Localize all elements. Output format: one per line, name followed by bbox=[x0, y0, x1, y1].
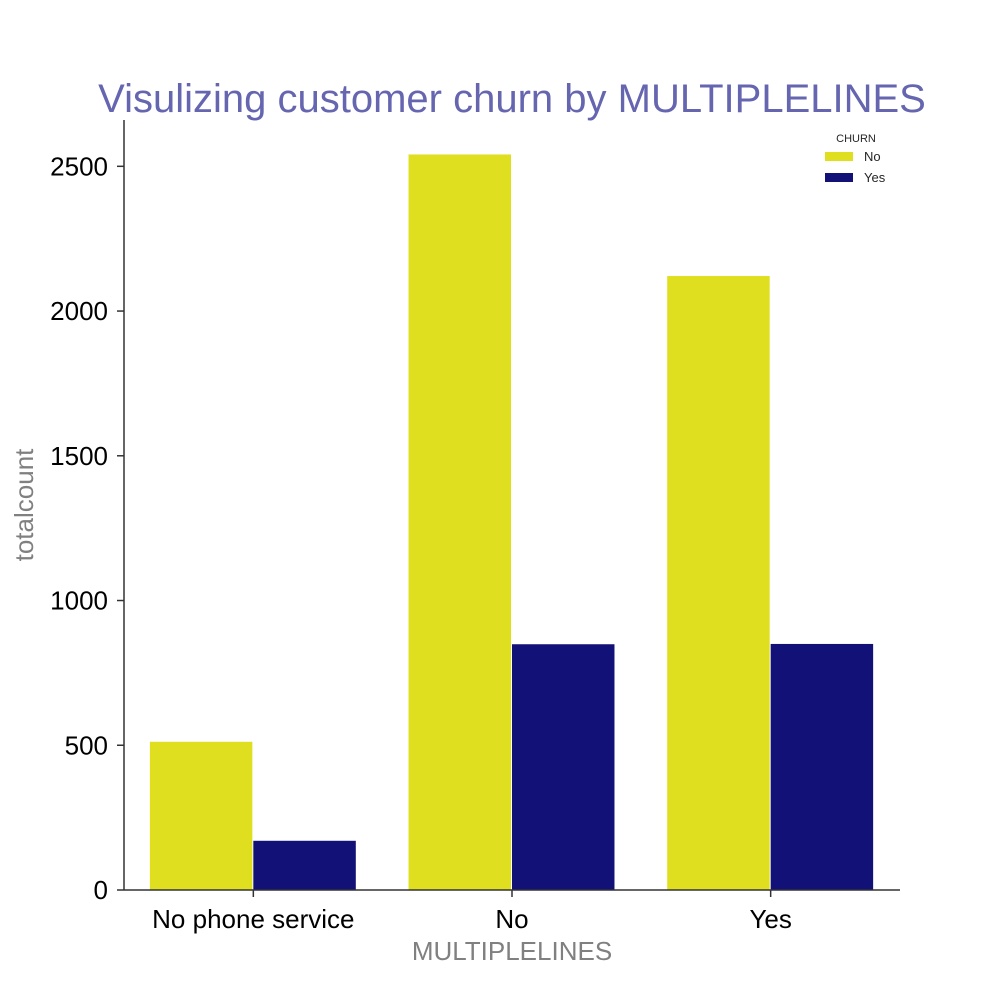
y-tick-label: 1000 bbox=[50, 586, 108, 616]
bar-no-phone-service-churn-yes[interactable] bbox=[253, 840, 356, 890]
bar-no-churn-no[interactable] bbox=[408, 154, 511, 890]
x-ticks-group: No phone service No Yes bbox=[152, 890, 792, 934]
y-tick-label: 1500 bbox=[50, 441, 108, 471]
x-axis-label: MULTIPLELINES bbox=[412, 936, 612, 966]
y-axis-label: totalcount bbox=[9, 448, 39, 562]
y-ticks-group: 0 500 1000 1500 2000 2500 bbox=[50, 151, 124, 905]
legend-items: No Yes bbox=[825, 149, 886, 185]
legend-label-yes: Yes bbox=[864, 170, 886, 185]
x-tick-label: No bbox=[495, 904, 528, 934]
legend[interactable]: CHURN No Yes bbox=[825, 133, 886, 185]
y-tick-label: 2000 bbox=[50, 296, 108, 326]
x-tick-label: No phone service bbox=[152, 904, 354, 934]
legend-label-no: No bbox=[864, 149, 881, 164]
bar-yes-churn-yes[interactable] bbox=[770, 643, 874, 890]
x-tick-label: Yes bbox=[749, 904, 791, 934]
y-tick-label: 2500 bbox=[50, 151, 108, 181]
bar-no-phone-service-churn-no[interactable] bbox=[149, 741, 253, 890]
chart-title: Visulizing customer churn by MULTIPLELIN… bbox=[98, 77, 926, 121]
legend-title: CHURN bbox=[836, 133, 876, 145]
bar-yes-churn-no[interactable] bbox=[667, 276, 770, 890]
legend-swatch-no bbox=[825, 152, 853, 161]
legend-swatch-yes bbox=[825, 173, 853, 182]
y-tick-label: 0 bbox=[94, 875, 108, 905]
bars-group bbox=[149, 154, 874, 890]
bar-no-churn-yes[interactable] bbox=[512, 644, 615, 890]
y-tick-label: 500 bbox=[65, 730, 108, 760]
